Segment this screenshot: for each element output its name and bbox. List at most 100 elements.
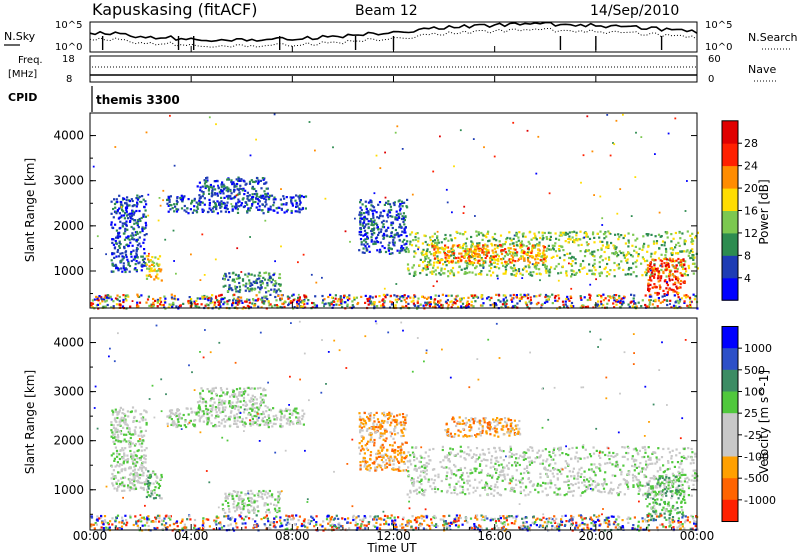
power-cell bbox=[489, 256, 492, 260]
velocity-cell bbox=[278, 492, 281, 496]
power-cell bbox=[246, 275, 249, 278]
velocity-cell bbox=[209, 404, 212, 407]
power-cell bbox=[564, 240, 567, 243]
power-cell bbox=[238, 285, 241, 288]
power-cell bbox=[401, 205, 404, 208]
velocity-cell bbox=[240, 491, 243, 494]
power-cell bbox=[359, 206, 362, 209]
power-noise-cell bbox=[463, 205, 466, 208]
velocity-cell bbox=[372, 426, 375, 429]
power-noise-cell bbox=[640, 136, 643, 138]
velocity-cell bbox=[151, 493, 154, 496]
velocity-cell bbox=[118, 410, 121, 413]
power-cell bbox=[542, 249, 545, 252]
power-cell bbox=[489, 304, 492, 307]
velocity-cell bbox=[159, 477, 162, 480]
power-cell bbox=[257, 182, 260, 185]
power-cell bbox=[400, 217, 404, 221]
power-cell bbox=[653, 283, 656, 286]
velocity-cell bbox=[170, 409, 174, 412]
power-cell bbox=[504, 251, 507, 254]
velocity-cell bbox=[185, 425, 188, 429]
power-cell bbox=[375, 211, 378, 214]
power-cell bbox=[548, 274, 551, 277]
power-cell bbox=[405, 304, 408, 308]
velocity-cell bbox=[117, 485, 120, 488]
velocity-cell bbox=[125, 440, 128, 443]
velocity-cell bbox=[133, 451, 136, 454]
power-cell bbox=[387, 202, 390, 205]
power-cell bbox=[519, 293, 522, 296]
power-cell bbox=[477, 253, 480, 256]
velocity-cell bbox=[233, 393, 236, 396]
power-cell bbox=[274, 295, 277, 299]
power-cell bbox=[586, 305, 590, 308]
power-cell bbox=[427, 301, 430, 304]
velocity-cell bbox=[140, 445, 143, 448]
power-cell bbox=[395, 210, 398, 213]
power-cell bbox=[481, 304, 484, 307]
power-noise-cell bbox=[537, 135, 540, 138]
power-cell bbox=[104, 305, 107, 308]
power-noise-cell bbox=[324, 197, 327, 200]
power-cell bbox=[229, 195, 232, 198]
velocity-cell bbox=[490, 461, 493, 464]
velocity-cell bbox=[257, 413, 261, 416]
velocity-cell bbox=[389, 414, 392, 418]
velocity-cell bbox=[132, 483, 135, 486]
velocity-cell bbox=[368, 440, 371, 443]
power-cell bbox=[130, 225, 133, 229]
power-cell bbox=[366, 237, 369, 240]
power-cell bbox=[510, 273, 513, 276]
power-cell bbox=[433, 301, 436, 304]
power-cell bbox=[291, 300, 294, 303]
velocity-cell bbox=[278, 510, 281, 513]
power-cell bbox=[123, 232, 126, 235]
velocity-cell bbox=[142, 488, 145, 491]
power-cell bbox=[283, 301, 286, 304]
velocity-cell bbox=[140, 434, 143, 437]
power-noise-cell bbox=[105, 253, 107, 256]
velocity-cell bbox=[114, 465, 117, 468]
power-cell bbox=[143, 264, 146, 267]
velocity-cell bbox=[377, 420, 380, 424]
power-cell bbox=[497, 259, 500, 263]
power-cell bbox=[214, 203, 217, 206]
power-cell bbox=[230, 192, 233, 195]
power-cell bbox=[444, 256, 447, 259]
power-cell bbox=[647, 270, 650, 273]
power-cell bbox=[173, 297, 176, 300]
power-cell bbox=[407, 302, 410, 305]
power-cell bbox=[279, 305, 282, 309]
power-cell bbox=[676, 293, 679, 296]
power-cell bbox=[535, 238, 538, 241]
power-cell bbox=[613, 247, 616, 250]
power-cell bbox=[385, 201, 388, 204]
power-cell bbox=[224, 273, 227, 276]
power-cell bbox=[250, 273, 253, 276]
velocity-cell bbox=[129, 410, 132, 414]
power-noise-cell bbox=[411, 193, 414, 196]
power-cell bbox=[544, 260, 547, 263]
power-cell bbox=[299, 196, 302, 199]
velocity-cell bbox=[359, 461, 362, 464]
power-cell bbox=[136, 247, 139, 251]
power-cell bbox=[353, 296, 356, 299]
power-cell bbox=[238, 177, 241, 180]
power-cell bbox=[145, 274, 148, 277]
power-cell bbox=[566, 232, 569, 236]
velocity-cell bbox=[202, 410, 205, 413]
velocity-cell bbox=[192, 423, 195, 426]
power-cell bbox=[298, 199, 301, 202]
power-cell bbox=[502, 298, 505, 301]
power-cell bbox=[221, 190, 224, 193]
power-cell bbox=[118, 246, 121, 249]
power-cell bbox=[230, 179, 233, 182]
velocity-cell bbox=[250, 489, 253, 492]
power-cell bbox=[235, 301, 238, 305]
velocity-cell bbox=[247, 393, 250, 396]
power-cell bbox=[128, 212, 132, 215]
power-cell bbox=[661, 265, 664, 268]
power-cell bbox=[279, 297, 282, 300]
velocity-cell bbox=[231, 401, 234, 404]
